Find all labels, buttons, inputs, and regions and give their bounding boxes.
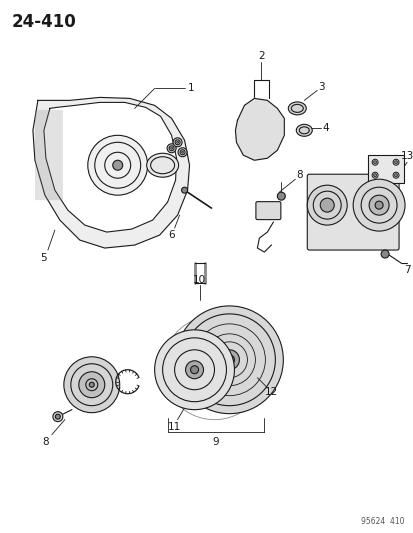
Text: 95624  410: 95624 410 xyxy=(360,518,403,527)
Circle shape xyxy=(170,147,172,149)
Circle shape xyxy=(78,372,104,398)
Text: 4: 4 xyxy=(322,123,329,133)
FancyBboxPatch shape xyxy=(367,155,403,183)
Text: 24-410: 24-410 xyxy=(12,13,76,30)
FancyBboxPatch shape xyxy=(306,174,398,250)
Circle shape xyxy=(64,357,119,413)
Circle shape xyxy=(53,411,63,422)
Text: 12: 12 xyxy=(264,387,277,397)
Text: 11: 11 xyxy=(168,422,181,432)
Text: 1: 1 xyxy=(188,84,195,93)
Text: 5: 5 xyxy=(40,253,47,263)
Ellipse shape xyxy=(287,102,306,115)
Circle shape xyxy=(394,161,396,164)
Circle shape xyxy=(380,250,388,258)
Circle shape xyxy=(219,350,239,370)
Circle shape xyxy=(112,160,122,170)
Circle shape xyxy=(392,172,398,178)
Polygon shape xyxy=(235,99,284,160)
Circle shape xyxy=(394,174,396,177)
Circle shape xyxy=(55,414,60,419)
Circle shape xyxy=(392,159,398,165)
Circle shape xyxy=(173,138,182,147)
Circle shape xyxy=(181,187,187,193)
Circle shape xyxy=(176,141,178,143)
Circle shape xyxy=(175,306,282,414)
Circle shape xyxy=(320,198,333,212)
Circle shape xyxy=(373,174,376,177)
Text: 10: 10 xyxy=(192,275,206,285)
Circle shape xyxy=(368,195,388,215)
Text: 13: 13 xyxy=(399,151,413,161)
Circle shape xyxy=(89,382,94,387)
Text: 8: 8 xyxy=(295,170,302,180)
Circle shape xyxy=(373,161,376,164)
Circle shape xyxy=(374,201,382,209)
Circle shape xyxy=(190,366,198,374)
Circle shape xyxy=(371,159,377,165)
FancyBboxPatch shape xyxy=(255,201,280,220)
Circle shape xyxy=(167,144,176,153)
Text: 8: 8 xyxy=(43,437,49,447)
Text: 3: 3 xyxy=(317,83,324,92)
Circle shape xyxy=(352,179,404,231)
Text: 9: 9 xyxy=(212,437,218,447)
Circle shape xyxy=(306,185,347,225)
Circle shape xyxy=(185,361,203,379)
Text: 2: 2 xyxy=(257,52,264,61)
Circle shape xyxy=(88,135,147,195)
Ellipse shape xyxy=(146,154,178,177)
Circle shape xyxy=(277,192,285,200)
Ellipse shape xyxy=(296,124,311,136)
Text: 7: 7 xyxy=(403,265,409,275)
Polygon shape xyxy=(33,98,189,248)
Circle shape xyxy=(178,148,187,157)
Circle shape xyxy=(371,172,377,178)
Circle shape xyxy=(181,151,183,154)
Circle shape xyxy=(224,355,234,365)
Text: 6: 6 xyxy=(168,230,174,240)
Polygon shape xyxy=(44,102,176,232)
Circle shape xyxy=(154,330,234,410)
